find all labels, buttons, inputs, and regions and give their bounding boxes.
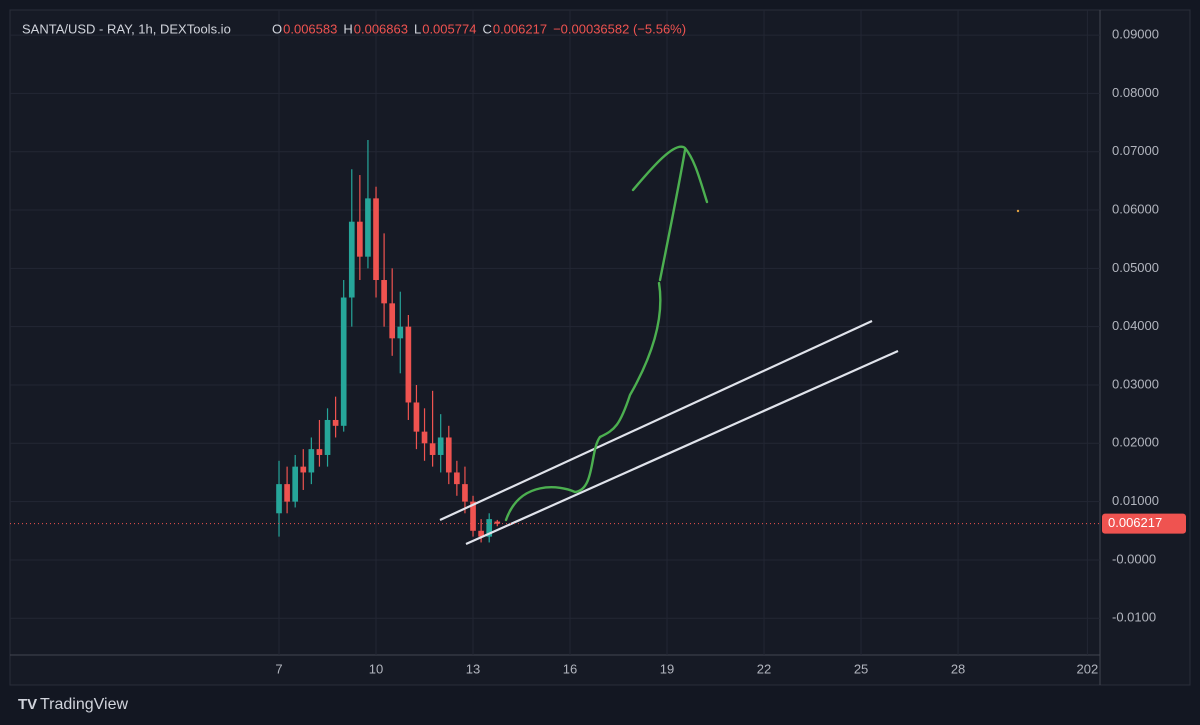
ohlc-key: C <box>482 21 491 36</box>
candle-body <box>348 221 355 298</box>
symbol-title: SANTA/USD - RAY, 1h, DEXTools.io <box>22 21 231 36</box>
candle-body <box>421 431 428 444</box>
candles <box>276 140 501 543</box>
candle-body <box>478 530 484 537</box>
y-tick-label: 0.02000 <box>1112 435 1159 450</box>
ohlc-key: L <box>414 21 421 36</box>
ohlc-key: O <box>272 21 282 36</box>
y-tick-label: -0.0100 <box>1112 610 1156 625</box>
x-tick-label: 19 <box>660 661 674 676</box>
ohlc-value: 0.006217 <box>493 21 547 36</box>
candle-body <box>284 484 290 502</box>
y-tick-label: 0.05000 <box>1112 260 1159 275</box>
candle-body <box>308 449 315 473</box>
y-tick-label: 0.06000 <box>1112 201 1159 216</box>
trend-line <box>465 349 899 546</box>
y-tick-label: -0.0000 <box>1112 551 1156 566</box>
x-tick-label: 28 <box>951 661 965 676</box>
x-tick-label: 22 <box>757 661 771 676</box>
change-value: −0.00036582 (−5.56%) <box>553 21 686 36</box>
candle-body <box>437 437 444 455</box>
candle-body <box>300 466 307 473</box>
candle-body <box>340 297 347 426</box>
x-tick-label: 10 <box>369 661 383 676</box>
x-tick-label: 7 <box>275 661 282 676</box>
ohlc-value: 0.005774 <box>422 21 476 36</box>
forecast-curve <box>504 145 709 522</box>
grid <box>10 10 1100 655</box>
candle-body <box>276 484 282 514</box>
x-tick-label: 202 <box>1077 661 1099 676</box>
brand-logo: TV <box>18 696 37 713</box>
candle-body <box>413 402 420 432</box>
ohlc-value: 0.006863 <box>354 21 408 36</box>
candle-body <box>494 521 501 524</box>
candle-body <box>357 221 363 257</box>
candle-body <box>373 198 379 281</box>
brand-name: TradingView <box>40 696 128 713</box>
y-tick-label: 0.09000 <box>1112 27 1159 42</box>
candle-body <box>405 326 412 403</box>
y-tick-label: 0.04000 <box>1112 318 1159 333</box>
y-tick-label: 0.08000 <box>1112 85 1159 100</box>
candle-body <box>324 419 331 455</box>
candle-body <box>470 501 476 531</box>
x-tick-label: 13 <box>466 661 480 676</box>
y-tick-label: 0.01000 <box>1112 493 1159 508</box>
x-tick-label: 25 <box>854 661 868 676</box>
last-price-label: 0.006217 <box>1108 515 1162 530</box>
candle-body <box>397 326 404 339</box>
x-tick-label: 16 <box>563 661 577 676</box>
candle-body <box>429 443 436 455</box>
candle-body <box>462 484 468 502</box>
candle-body <box>365 198 371 257</box>
chart-frame <box>9 9 1191 686</box>
y-tick-label: 0.07000 <box>1112 143 1159 158</box>
last-price-badge <box>1102 513 1186 534</box>
candle-body <box>332 419 339 426</box>
candle-body <box>292 466 299 502</box>
marker-dot <box>1016 209 1020 213</box>
ohlc-legend: O 0.006583 H 0.006863 L 0.005774 C 0.006217 −0.0… <box>272 21 686 36</box>
candle-body <box>316 449 323 455</box>
trend-line <box>439 320 873 521</box>
candle-body <box>389 303 396 339</box>
brand: TV TradingView <box>18 696 128 713</box>
ohlc-key: H <box>343 21 352 36</box>
candle-body <box>454 472 460 485</box>
y-tick-label: 0.03000 <box>1112 376 1159 391</box>
candle-body <box>486 519 493 537</box>
ohlc-value: 0.006583 <box>283 21 337 36</box>
candle-body <box>381 280 387 304</box>
candle-body <box>445 437 452 473</box>
